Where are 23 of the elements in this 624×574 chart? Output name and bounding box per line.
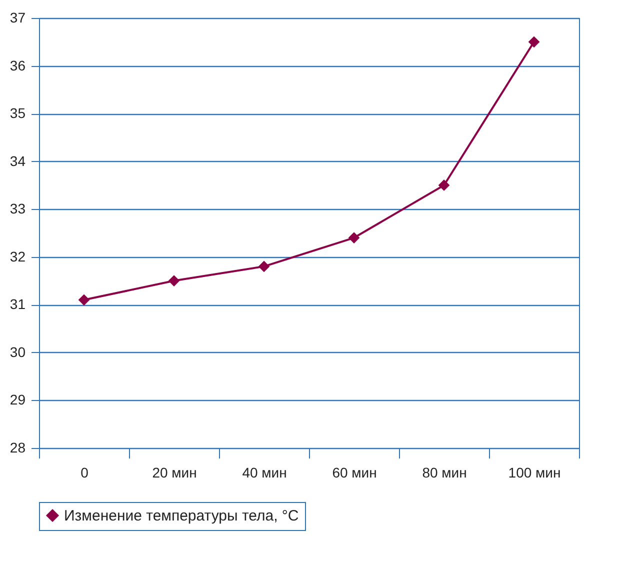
point <box>168 275 180 286</box>
y-tick-label: 28 <box>10 440 26 456</box>
point <box>258 260 270 272</box>
x-tick-label: 20 мин <box>152 464 197 480</box>
y-tick-label: 37 <box>10 10 26 26</box>
point <box>348 232 360 244</box>
legend-label: Изменение температуры тела, °C <box>64 508 299 524</box>
point <box>528 36 540 48</box>
y-tick-label: 33 <box>10 200 26 217</box>
y-tick-label: 36 <box>10 57 26 74</box>
x-tick-label: 100 мин <box>508 464 561 480</box>
point <box>78 294 90 306</box>
point <box>438 180 450 191</box>
y-tick-label: 31 <box>10 296 26 312</box>
x-tick-label: 0 <box>80 464 89 480</box>
x-tick-label: 40 мин <box>242 464 287 480</box>
y-tick-label: 32 <box>10 248 26 264</box>
y-tick-label: 35 <box>10 105 26 122</box>
y-tick-label: 34 <box>10 152 26 169</box>
x-tick-label: 80 мин <box>422 464 467 480</box>
y-tick-label: 29 <box>10 392 26 408</box>
x-tick-label: 60 мин <box>332 464 377 480</box>
y-tick-label: 30 <box>10 344 26 360</box>
